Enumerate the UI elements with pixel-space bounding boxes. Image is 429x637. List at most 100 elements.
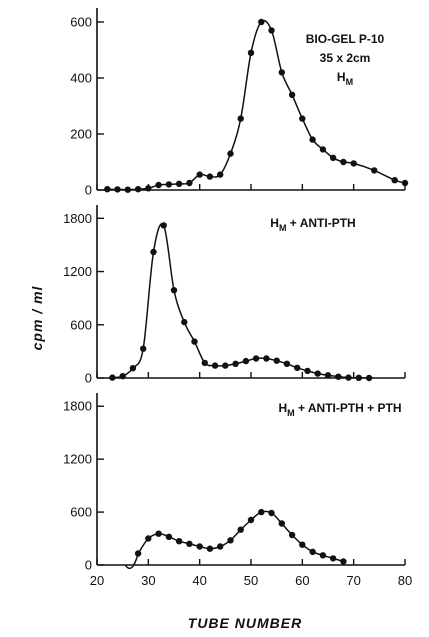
data-point [329,555,337,562]
x-tick-label: 60 [295,573,309,588]
data-point [124,186,131,193]
panel-annotation: 35 x 2cm [320,51,371,65]
y-tick-label: 0 [85,371,92,386]
y-tick-label: 1800 [63,211,92,226]
data-point [258,18,265,26]
data-point [252,355,260,362]
data-point [288,91,296,99]
series-curve [107,19,406,191]
data-point [186,540,193,547]
x-axis-label: TUBE NUMBER [188,615,302,631]
panel-1: 0 200 400 600 BIO-GEL P-10 35 x 2cm HM [70,8,409,198]
data-point [140,345,147,352]
data-point [304,367,311,375]
y-tick-label: 0 [85,183,92,198]
data-point [104,186,111,193]
data-point [258,508,265,516]
y-tick-label: 400 [70,71,92,86]
x-tick-label: 30 [141,573,155,588]
series-curve [124,510,344,570]
data-point [237,526,244,533]
data-point [237,115,244,122]
data-point [181,318,188,326]
data-point [283,360,291,367]
data-point [247,516,255,524]
y-tick-label: 600 [70,317,92,332]
data-point [175,538,183,545]
data-point [340,158,347,166]
data-point [299,541,306,548]
y-tick-label: 0 [85,558,92,573]
data-point [191,338,198,345]
data-point [150,248,157,256]
data-point [196,171,203,178]
data-point [175,180,183,187]
data-point [345,374,352,381]
data-point [170,287,178,294]
data-point [206,545,214,552]
data-point [329,154,337,161]
y-tick-label: 1200 [63,452,92,467]
data-point [145,535,152,542]
data-point [355,374,362,381]
x-tick-label: 50 [244,573,258,588]
panel-annotation: HM [337,70,353,87]
data-point [247,49,255,56]
data-point [294,364,301,371]
x-tick-label: 70 [346,573,360,588]
data-point [340,558,347,565]
panel-3: 0 600 1200 1800 20 30 40 50 60 70 80 HM + ANTI-PTH … [63,393,412,588]
series-curve [112,223,370,379]
data-point [299,115,306,122]
x-tick-label: 80 [398,573,412,588]
y-tick-label: 1200 [63,264,92,279]
x-tick-label: 40 [192,573,206,588]
data-point [227,537,234,544]
data-point [222,362,229,369]
data-point [211,362,219,369]
data-point [155,530,162,537]
data-point [145,185,152,192]
panel-annotation: BIO-GEL P-10 [306,32,385,46]
data-point [288,531,296,539]
data-point [391,177,398,184]
data-point [160,222,167,229]
data-point [109,374,116,381]
data-point [324,372,332,379]
data-point [186,179,193,187]
data-point [268,509,275,517]
data-point [129,365,137,372]
panel-annotation: HM + ANTI-PTH + PTH [278,401,401,418]
data-point [196,543,203,550]
data-point [263,355,270,362]
data-point [242,357,250,365]
data-point [335,373,342,380]
data-point [365,374,373,382]
data-point [206,173,214,180]
data-point [217,171,224,178]
panel-annotation: HM + ANTI-PTH [270,216,355,233]
data-point [278,520,285,527]
data-point [350,160,357,167]
data-point [371,167,378,174]
data-point [319,146,327,153]
y-axis-label: cpm / ml [29,285,45,350]
y-tick-label: 600 [70,505,92,520]
data-point [165,181,173,188]
data-point [232,360,239,367]
data-point [119,373,126,380]
y-tick-label: 600 [70,15,92,30]
data-point [114,186,121,193]
data-point [134,186,142,193]
data-point [227,150,234,157]
data-point [268,27,275,34]
data-point [309,548,316,555]
data-point [155,181,162,189]
data-point [319,552,327,559]
panel-2: 0 600 1200 1800 HM + ANTI-PTH [63,205,406,386]
y-tick-label: 200 [70,127,92,142]
data-point [273,357,280,364]
data-point [401,179,409,187]
data-point [314,370,321,377]
